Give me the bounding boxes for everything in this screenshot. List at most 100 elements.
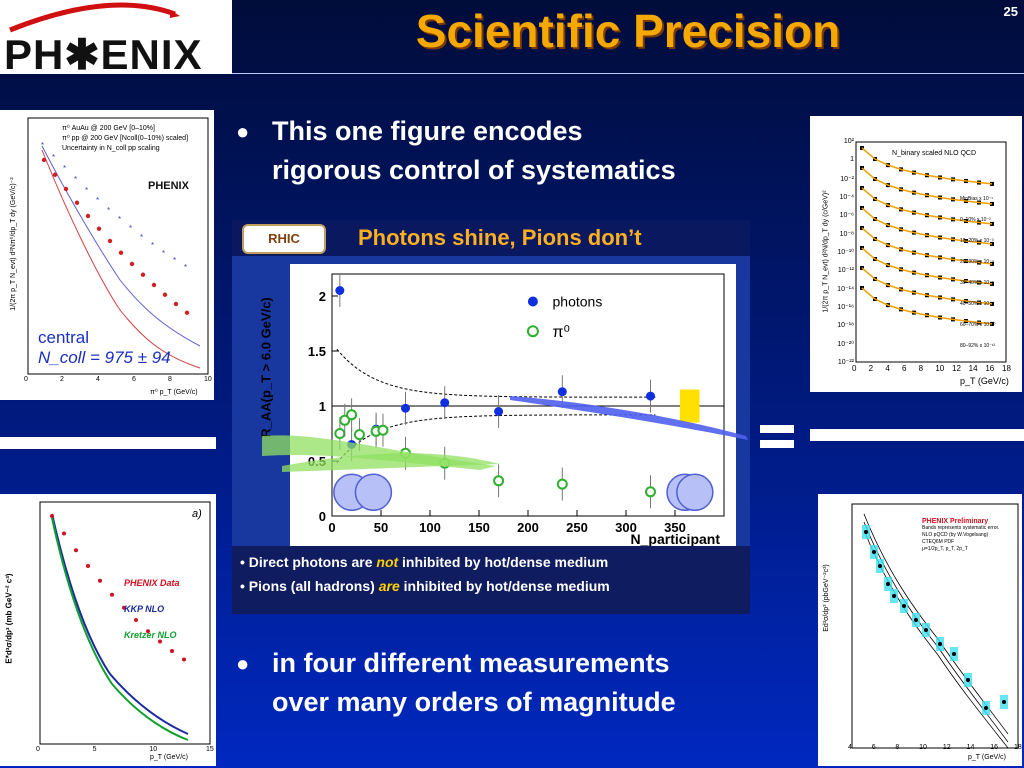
- br-data-point: [952, 652, 956, 656]
- tl-annot-line2: N_coll = 975 ± 94: [38, 348, 171, 367]
- tl-pp-point: *: [118, 215, 121, 224]
- bl-ylabel: E*d³σ/dp³ (mb GeV⁻² c³): [4, 573, 14, 664]
- raa-pi0-point: [400, 447, 411, 459]
- tl-phenix-logo: PHENIX: [148, 180, 189, 192]
- tr-xtick: 2: [868, 364, 874, 373]
- tl-auau-point: [173, 301, 179, 307]
- tl-auau-point: [107, 238, 113, 244]
- bottom-left-plot: a) E*d³σ/dp³ (mb GeV⁻² c³) 0 5 10 15 p_T (G…: [0, 494, 216, 766]
- raa-pi0-point: [377, 424, 389, 436]
- tl-pp-point: *: [162, 249, 165, 258]
- br-legend-item: NLO pQCD (by W.Vogelsang): [922, 532, 989, 538]
- tr-series-label: 20–30% x 10⁻⁴: [960, 259, 994, 265]
- raa-photon-point: [557, 387, 567, 397]
- br-data-point: [938, 642, 942, 646]
- tl-pp-point: *: [41, 141, 44, 150]
- bl-legend-item: KKP NLO: [124, 604, 165, 614]
- bl-xtick: 15: [206, 746, 214, 753]
- phenix-logo-swoosh: [9, 2, 180, 33]
- note-2-em: are: [378, 578, 400, 594]
- tl-auau-point: [52, 172, 58, 177]
- tl-xtick: 10: [204, 376, 212, 383]
- br-data-point: [864, 530, 868, 534]
- divider-bar-left: [0, 437, 216, 449]
- tl-pp-point: *: [63, 164, 66, 173]
- tr-xlabel: p_T (GeV/c): [960, 376, 1009, 386]
- tr-ytick: 10⁻¹²: [837, 267, 854, 275]
- br-data-point: [914, 618, 918, 622]
- tl-annotation: central N_coll = 975 ± 94: [38, 328, 171, 368]
- raa-ytick: 1.5: [308, 344, 326, 359]
- phenix-logo-text: PH✱ENIX: [4, 31, 203, 78]
- rhic-logo: RHIC: [242, 224, 326, 254]
- tr-series-label: 0–10% x 10⁻²: [960, 217, 991, 223]
- tr-xtick: 6: [902, 364, 907, 373]
- bottom-right-plot-svg: [851, 503, 1019, 749]
- note-1-b: inhibited by hot/dense medium: [398, 554, 609, 570]
- tr-ytick: 10⁻¹⁴: [837, 285, 854, 293]
- tl-auau-point: [85, 213, 91, 219]
- slide-title: Scientific Precision: [415, 5, 841, 57]
- tr-ytick: 10²: [843, 138, 854, 145]
- tl-auau-point: [162, 292, 168, 297]
- tr-nlo-curve: [861, 287, 993, 325]
- tr-ytick: 10⁻⁴: [839, 194, 855, 201]
- raa-pi0-point: [493, 475, 505, 487]
- tr-nlo-curve: [861, 147, 993, 185]
- br-data-point: [872, 550, 876, 554]
- tr-series-label: MinBias x 10⁻¹: [960, 196, 993, 202]
- rhic-logo-text: RHIC: [268, 231, 300, 246]
- tr-ytick: 1: [850, 156, 854, 164]
- tr-nlo-curve: [861, 207, 993, 245]
- bl-data-point: [74, 548, 78, 553]
- tl-xtick: 4: [96, 376, 100, 383]
- br-xtick: 4: [848, 744, 852, 751]
- tl-auau-point: [63, 186, 69, 192]
- center-note-2: • Pions (all hadrons) are inhibited by h…: [240, 578, 610, 594]
- equals-sign-right-top: [760, 425, 794, 433]
- tl-pp-point: *: [74, 175, 77, 184]
- bl-xticks: 0 5 10 15: [36, 746, 214, 756]
- bottom-left-plot-svg: [39, 501, 211, 745]
- tl-auau-point: [129, 261, 135, 267]
- tl-pp-point: *: [85, 186, 88, 195]
- raa-norm-box: [679, 389, 700, 423]
- phenix-logo: PH✱ENIX: [0, 0, 232, 78]
- tl-xticks: 0 2 4 6 8 10: [24, 376, 212, 386]
- br-legend-item: CTEQ6M PDF: [922, 539, 955, 545]
- raa-ytick: 1: [319, 399, 326, 414]
- tl-pp-point: *: [52, 153, 55, 162]
- bullet-dot: ●: [236, 119, 250, 144]
- tr-ytick: 10⁻⁶: [839, 212, 854, 220]
- raa-photon-point: [401, 403, 410, 413]
- tr-xtick: 12: [952, 364, 961, 373]
- bl-data-point: [158, 639, 162, 644]
- tl-pp-point: *: [184, 263, 187, 272]
- tl-auau-point: [184, 310, 190, 315]
- tr-series-label: 60–70% x 10⁻¹⁰: [960, 322, 996, 328]
- raa-pi0-point: [339, 414, 351, 426]
- tr-series-label: 10–20% x 10⁻³: [960, 238, 994, 244]
- tl-pp-point: *: [151, 241, 154, 250]
- br-data-point: [984, 706, 988, 710]
- note-2-b: inhibited by hot/dense medium: [399, 578, 610, 594]
- legend-label-pi0: π⁰: [553, 324, 570, 341]
- br-legend-item: PHENIX Preliminary: [922, 518, 989, 525]
- tr-data-point: [990, 301, 994, 306]
- tl-legend-2: π⁰ pp @ 200 GeV [Ncoll(0–10%) scaled]: [62, 135, 189, 142]
- tr-series-label: 80–92% x 10⁻¹²: [960, 343, 996, 349]
- bullet-1: ● This one figure encodes rigorous contr…: [236, 112, 676, 190]
- br-data-point: [892, 594, 896, 598]
- raa-photon-point: [646, 391, 655, 401]
- tl-ylabel: 1/(2π p_T N_evt) d²Nπ⁰/dp_T dy (GeV/c)⁻²: [10, 177, 17, 311]
- br-xlabel: p_T (GeV/c): [968, 754, 1006, 761]
- bl-xlabel: p_T (GeV/c): [150, 754, 188, 761]
- bl-data-point: [110, 592, 114, 597]
- br-xticks: 4 6 8 10 12 14 16 18: [848, 744, 1022, 754]
- tl-auau-point: [74, 200, 80, 205]
- bullet-1-line2: rigorous control of systematics: [272, 155, 676, 185]
- tr-ytick: 10⁻¹⁰: [837, 249, 854, 256]
- center-banner: RHIC Photons shine, Pions don’t: [232, 220, 750, 256]
- tr-data-point: [990, 281, 994, 286]
- tr-data-point: [990, 181, 994, 186]
